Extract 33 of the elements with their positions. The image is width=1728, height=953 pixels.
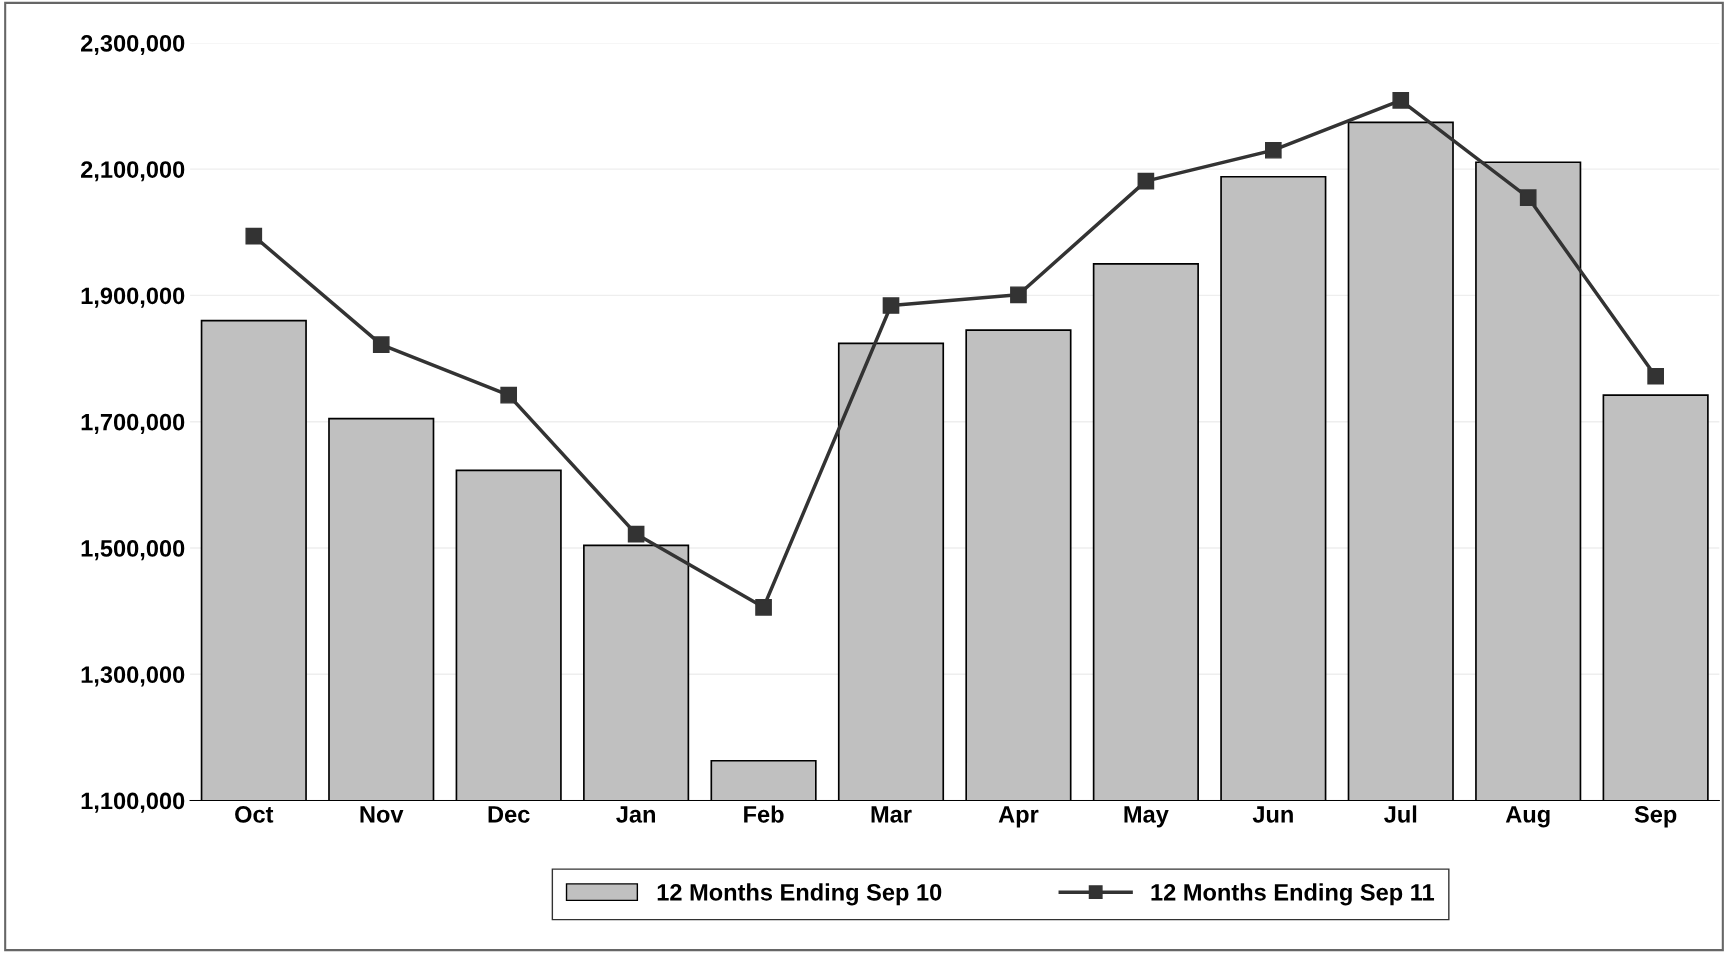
point (1010, 286, 1027, 304)
y-tick-label: 1,100,000 (81, 792, 185, 813)
x-tick-label: Sep (1634, 806, 1677, 828)
y-tick-label: 2,100,000 (81, 161, 185, 182)
x-tick-label: May (1124, 806, 1169, 828)
x-tick-label: Nov (360, 806, 404, 823)
legend-label: 12 Months Ending Sep 11 (1151, 883, 1435, 906)
point (1647, 367, 1664, 385)
point (500, 386, 518, 404)
x-tick-label: Jan (616, 806, 655, 823)
point (882, 297, 900, 314)
point (1264, 141, 1282, 159)
y-tick-label: 1,300,000 (81, 666, 185, 687)
point (1137, 172, 1155, 190)
point (1519, 189, 1537, 206)
y-tick-label: 2,300,000 (81, 34, 185, 56)
x-tick-label: Oct (235, 806, 274, 823)
y-tick-label: 1,700,000 (81, 413, 185, 434)
x-tick-label: Jul (1384, 805, 1417, 823)
legend-label: 12 Months Ending Sep 10 (657, 883, 942, 906)
x-tick-label: Feb (744, 805, 784, 823)
x-tick-label: Dec (488, 806, 530, 823)
point (627, 525, 645, 543)
point (755, 598, 772, 616)
x-tick-label: Jun (1252, 806, 1293, 823)
x-tick-label: Aug (1505, 806, 1550, 828)
x-tick-label: Mar (871, 806, 912, 823)
y-tick-label: 1,900,000 (81, 287, 185, 308)
x-tick-label: Apr (998, 806, 1039, 828)
point (1392, 92, 1410, 109)
point (372, 336, 390, 354)
point (245, 227, 263, 245)
y-tick-label: 1,500,000 (81, 540, 185, 561)
